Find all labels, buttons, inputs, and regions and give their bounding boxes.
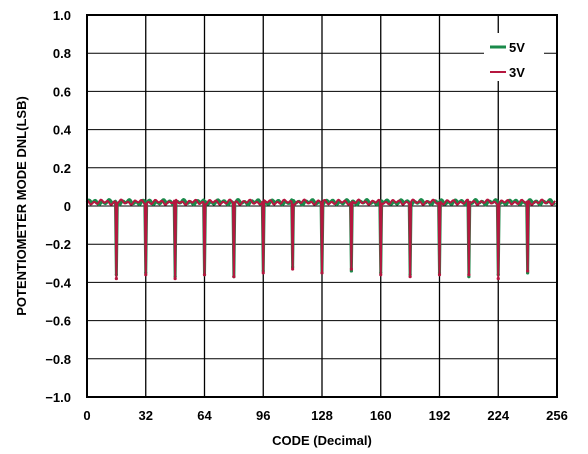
spike-point-3v xyxy=(526,269,530,273)
spike-point-3v xyxy=(437,273,442,277)
spike-point-3v xyxy=(408,275,412,279)
x-axis-label: CODE (Decimal) xyxy=(272,433,372,448)
x-tick-label: 256 xyxy=(546,408,568,423)
y-tick-label: −0.6 xyxy=(45,314,71,329)
grid-lines xyxy=(86,14,558,398)
spike-point-3v xyxy=(349,267,353,271)
series-layer xyxy=(85,198,557,281)
y-tick-label: 0.8 xyxy=(53,46,71,61)
y-tick-label: −1.0 xyxy=(45,390,71,405)
spike-point-3v xyxy=(173,276,177,281)
y-tick-label: 1.0 xyxy=(53,8,71,23)
x-tick-label: 96 xyxy=(256,408,270,423)
spike-point-3v xyxy=(291,267,295,271)
spike-point-3v xyxy=(261,271,265,275)
spike-point-3v xyxy=(496,276,500,281)
x-tick-label: 0 xyxy=(83,408,90,423)
y-axis-label: POTENTIOMETER MODE DNL(LSB) xyxy=(14,96,29,316)
x-tick-label: 32 xyxy=(139,408,153,423)
spike-point-3v xyxy=(379,273,383,277)
spike-point-3v xyxy=(467,273,471,277)
x-tick-label: 128 xyxy=(311,408,333,423)
legend-label-3v: 3V xyxy=(509,65,525,80)
y-tick-label: −0.2 xyxy=(45,237,71,252)
y-tick-label: 0.6 xyxy=(53,84,71,99)
spike-point-3v xyxy=(144,273,148,277)
y-tick-label: 0 xyxy=(64,199,71,214)
x-tick-label: 160 xyxy=(370,408,392,423)
y-tick-label: −0.8 xyxy=(45,352,71,367)
series-line-3v xyxy=(86,198,556,280)
x-tick-labels: 0 32 64 96 128 160 192 224 256 xyxy=(83,408,567,423)
y-tick-label: 0.2 xyxy=(53,161,71,176)
spike-point-3v xyxy=(202,273,207,277)
spike-point-3v xyxy=(232,275,236,279)
spike-point-3v xyxy=(320,271,324,275)
spike-point-3v xyxy=(114,276,118,281)
legend-label-5v: 5V xyxy=(509,40,525,55)
y-tick-labels: 1.0 0.8 0.6 0.4 0.2 0 −0.2 −0.4 −0.6 −0.8 −1.0 xyxy=(45,8,71,405)
plot-frame xyxy=(86,14,558,398)
y-tick-label: −0.4 xyxy=(45,275,71,290)
y-tick-label: 0.4 xyxy=(53,123,72,138)
x-tick-label: 224 xyxy=(487,408,509,423)
x-tick-label: 192 xyxy=(429,408,451,423)
x-tick-label: 64 xyxy=(197,408,212,423)
legend: 5V 3V xyxy=(484,33,544,81)
